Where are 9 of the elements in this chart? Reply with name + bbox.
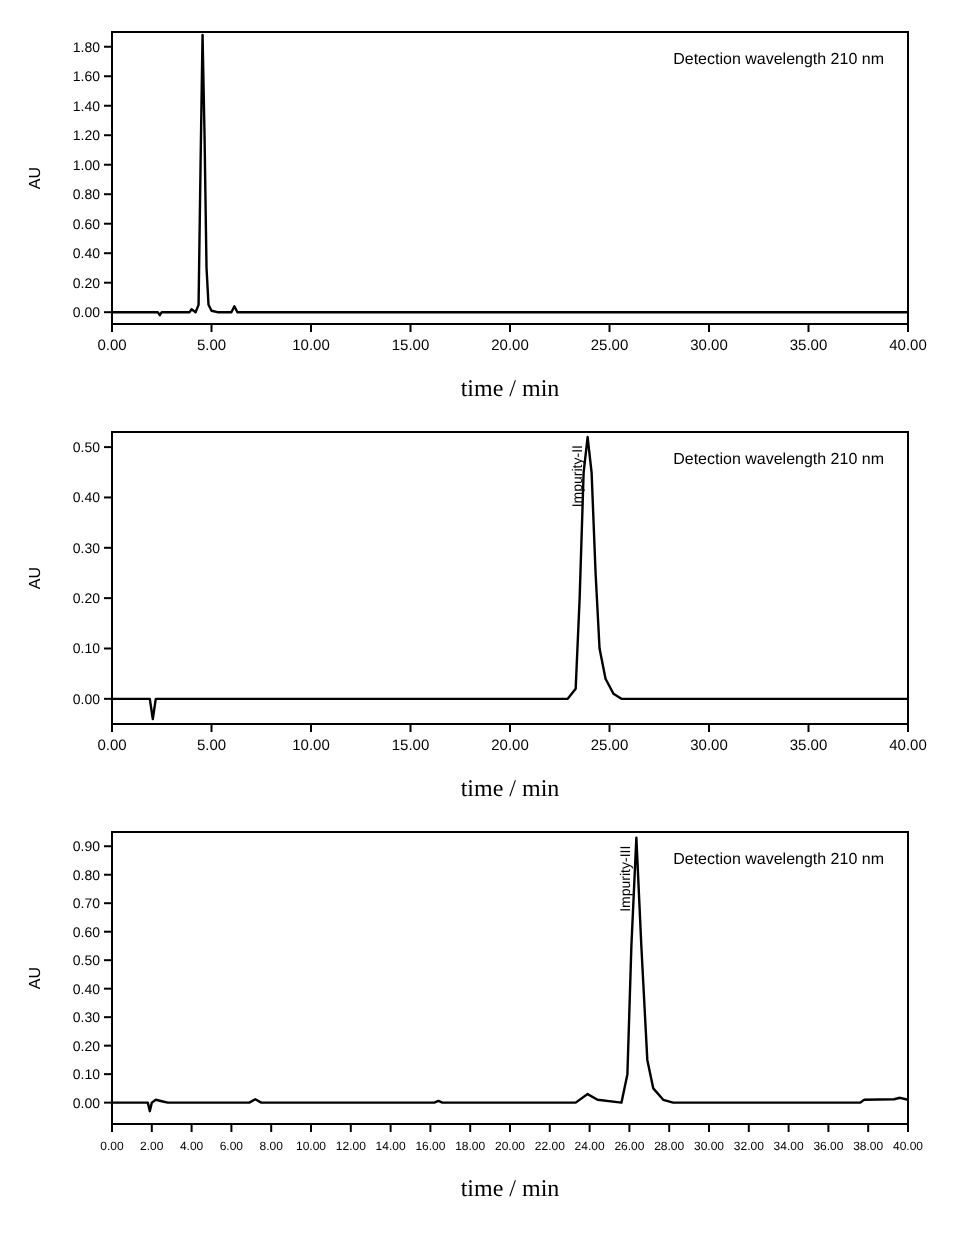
annotation: Detection wavelength 210 nm: [673, 50, 885, 68]
y-axis-title: AU: [26, 966, 44, 990]
y-axis-title: AU: [26, 566, 44, 590]
annotation: Detection wavelength 210 nm: [673, 850, 885, 868]
x-axis-title: time / min: [460, 374, 560, 402]
x-axis-title: time / min: [460, 1174, 560, 1202]
annotation: Detection wavelength 210 nm: [673, 450, 885, 468]
x-axis-title: time / min: [460, 774, 560, 802]
y-axis-title: AU: [26, 166, 44, 190]
